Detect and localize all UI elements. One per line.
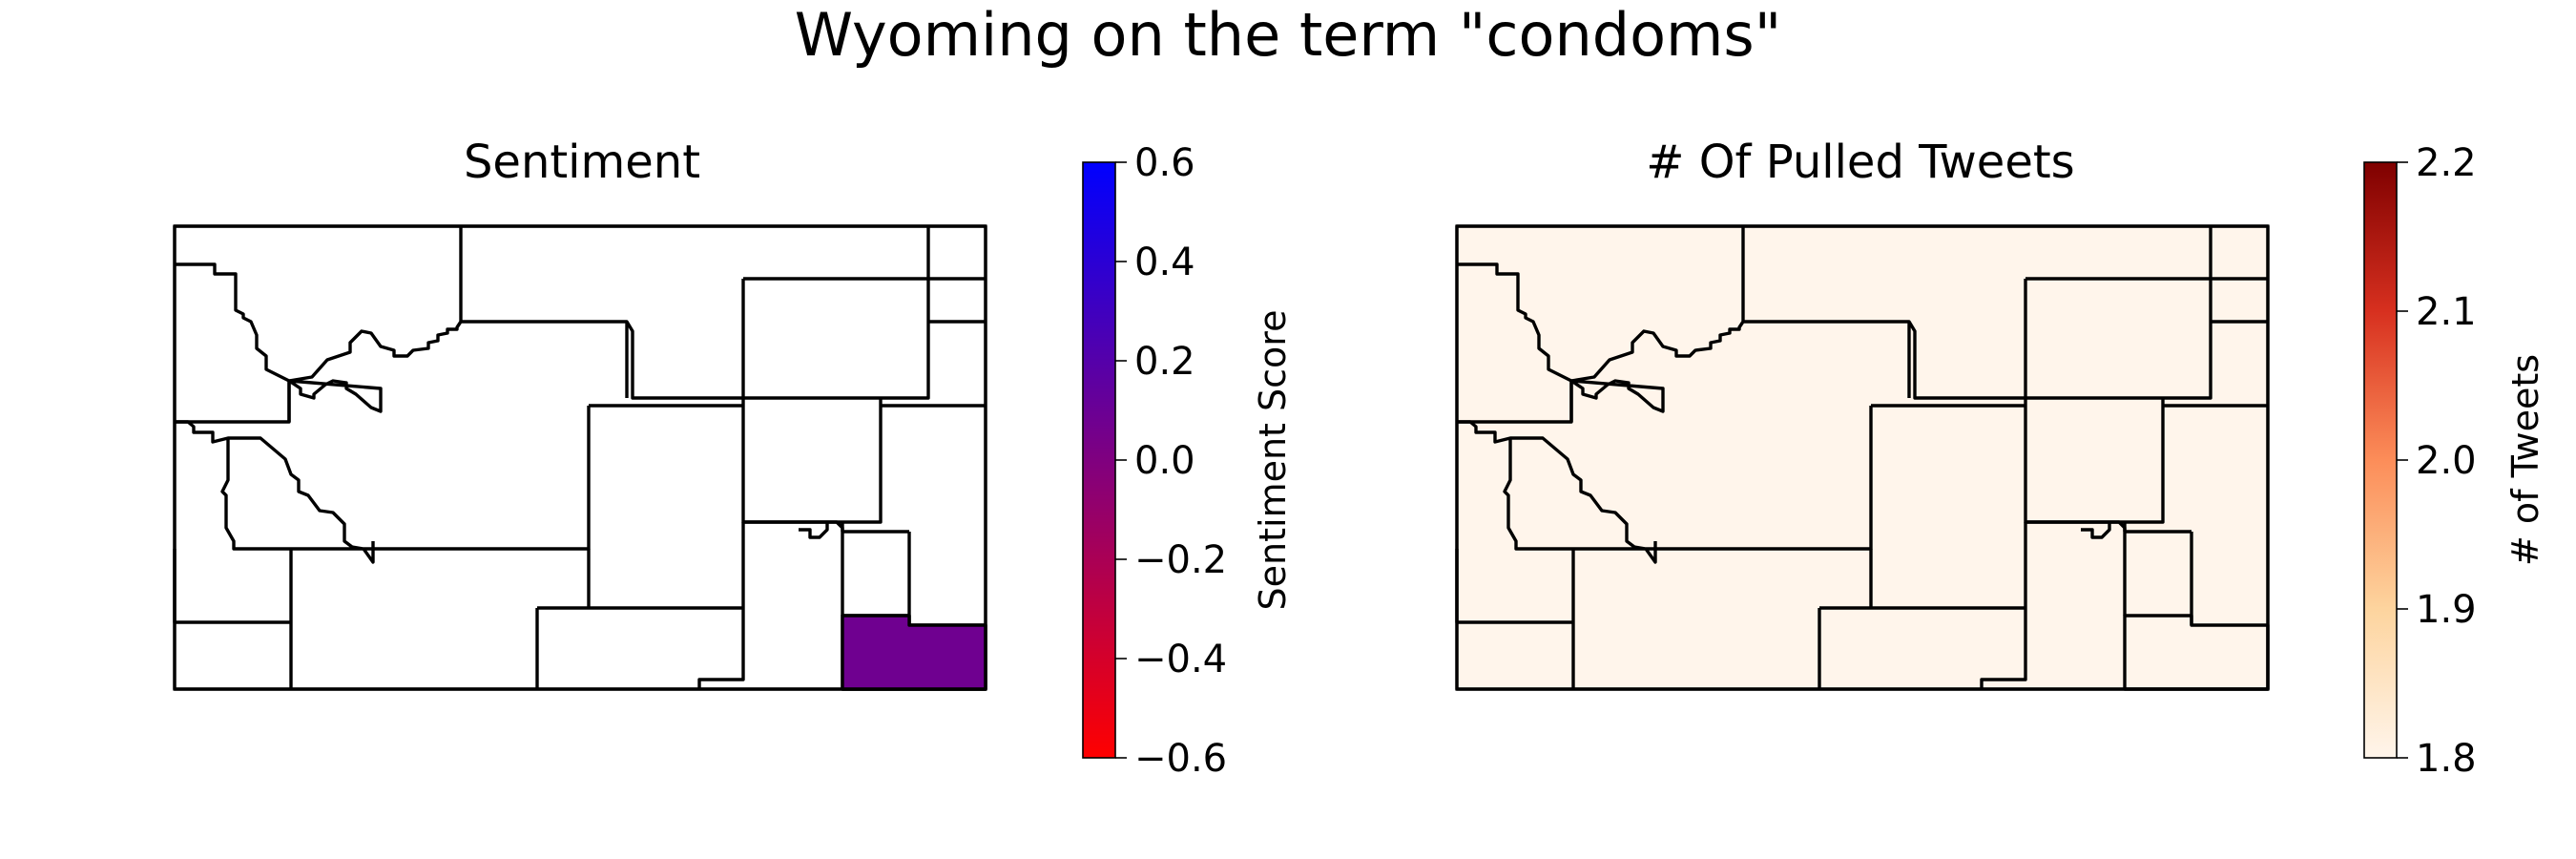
sentiment-colorbar-gradient (1083, 162, 1115, 758)
sentiment-colorbar-tick-label: 0.6 (1134, 141, 1195, 185)
tweets-colorbar-label: # of Tweets (2504, 354, 2546, 566)
tweets-map (1455, 224, 2270, 691)
tweets-colorbar: 2.2 2.1 2.0 1.9 1.8 # of Tweets (2363, 141, 2546, 781)
tweets-colorbar-ticks: 2.2 2.1 2.0 1.9 1.8 (2397, 141, 2477, 781)
sentiment-map (173, 224, 987, 691)
sentiment-colorbar-ticks: 0.6 0.4 0.2 0.0 −0.2 −0.4 −0.6 (1115, 141, 1227, 781)
tweets-colorbar-tick-label: 2.1 (2416, 290, 2477, 334)
sentiment-colorbar-label: Sentiment Score (1252, 310, 1294, 611)
sentiment-colorbar-tick-label: 0.4 (1134, 241, 1195, 284)
tweets-map-frame (1455, 224, 2270, 691)
sentiment-map-frame (173, 224, 987, 691)
sentiment-colorbar-tick-label: 0.0 (1134, 439, 1195, 483)
tweets-panel-title: # Of Pulled Tweets (1646, 136, 2074, 189)
sentiment-colorbar-tick-label: −0.6 (1134, 737, 1227, 781)
sentiment-panel: Sentiment 0.6 0.4 0.2 0.0 −0.2 −0.4 −0.6 Senti… (173, 136, 1294, 781)
tweets-colorbar-tick-label: 1.8 (2416, 737, 2477, 781)
sentiment-panel-title: Sentiment (464, 136, 700, 189)
tweets-panel: # Of Pulled Tweets 2.2 2.1 2.0 1.9 1.8 # of … (1455, 136, 2546, 781)
sentiment-colorbar-tick-label: 0.2 (1134, 340, 1195, 384)
tweets-colorbar-tick-label: 2.0 (2416, 439, 2477, 483)
sentiment-colorbar: 0.6 0.4 0.2 0.0 −0.2 −0.4 −0.6 Sentiment Score (1082, 141, 1294, 781)
sentiment-highlight-county (841, 614, 987, 691)
tweets-colorbar-gradient (2364, 162, 2397, 758)
figure-title: Wyoming on the term "condoms" (795, 0, 1782, 70)
sentiment-colorbar-tick-label: −0.2 (1134, 538, 1227, 582)
tweets-colorbar-tick-label: 2.2 (2416, 141, 2477, 185)
sentiment-colorbar-tick-label: −0.4 (1134, 638, 1227, 681)
tweets-colorbar-tick-label: 1.9 (2416, 588, 2477, 632)
